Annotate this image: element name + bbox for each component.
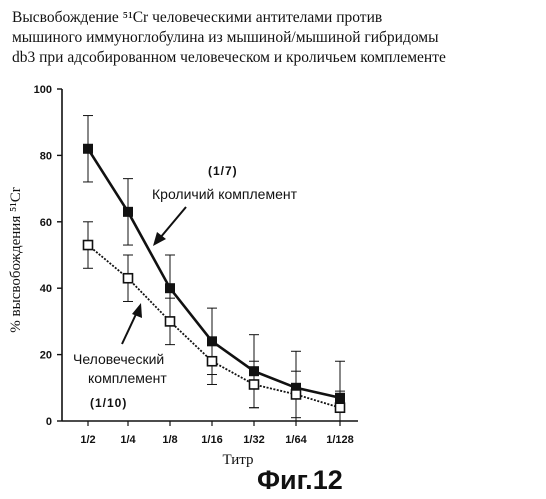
- x-tick-label: 1/32: [243, 434, 264, 446]
- x-axis-label: Титр: [222, 452, 253, 468]
- data-point: [292, 390, 301, 399]
- data-point: [165, 283, 175, 293]
- title-line-3: db3 при адсобированном человеческом и кр…: [12, 49, 446, 66]
- x-ticks: 1/2 1/4 1/8 1/16 1/32 1/64 1/128: [80, 421, 353, 446]
- title-line-1: Высвобождение ⁵¹Cr человеческими антител…: [12, 9, 382, 26]
- x-tick-label: 1/16: [201, 434, 222, 446]
- x-tick-label: 1/4: [120, 434, 136, 446]
- annotation-human: Человеческий комплемент (1/10): [73, 303, 167, 410]
- y-axis-label: % высвобождения ⁵¹Cr: [8, 187, 24, 332]
- y-tick-label: 0: [46, 416, 52, 428]
- human-arrow-shaft: [122, 312, 137, 344]
- rabbit-complement-label: Кроличий комплемент: [152, 186, 298, 202]
- annotation-rabbit: (1/7) Кроличий комплемент: [152, 164, 298, 246]
- human-complement-label-line-1: Человеческий: [73, 351, 164, 367]
- data-point: [84, 241, 93, 250]
- rabbit-ratio-label: (1/7): [208, 164, 238, 178]
- data-point: [336, 403, 345, 412]
- y-tick-label: 40: [40, 283, 52, 295]
- x-tick-label: 1/64: [285, 434, 307, 446]
- human-arrow-head: [132, 303, 142, 318]
- data-point: [208, 357, 217, 366]
- y-tick-label: 60: [40, 217, 52, 229]
- y-tick-label: 20: [40, 350, 52, 362]
- figure-label: Фиг.12: [257, 465, 343, 495]
- x-tick-label: 1/8: [162, 434, 177, 446]
- y-ticks: 0 20 40 60 80 100: [34, 84, 62, 428]
- data-point: [166, 317, 175, 326]
- data-point: [250, 380, 259, 389]
- y-tick-label: 80: [40, 150, 52, 162]
- data-point: [123, 207, 133, 217]
- y-tick-label: 100: [34, 84, 52, 96]
- data-point: [83, 144, 93, 154]
- title-line-2: мышиного иммуноглобулина из мышиной/мыши…: [12, 29, 439, 46]
- human-ratio-label: (1/10): [90, 396, 127, 410]
- data-point: [124, 274, 133, 283]
- x-tick-label: 1/2: [80, 434, 95, 446]
- x-tick-label: 1/128: [326, 434, 354, 446]
- human-complement-label-line-2: комплемент: [88, 370, 167, 386]
- title-block: Высвобождение ⁵¹Cr человеческими антител…: [12, 9, 446, 66]
- rabbit-arrow-shaft: [160, 207, 186, 238]
